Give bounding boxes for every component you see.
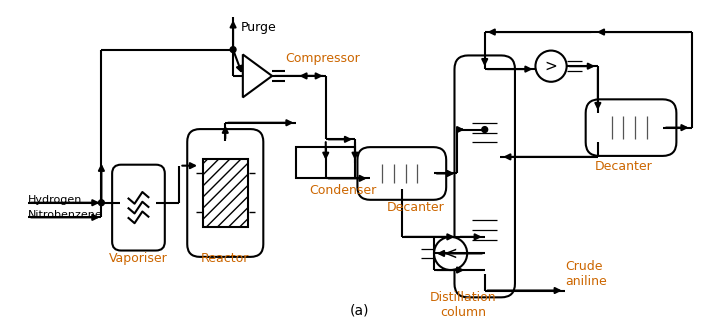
Circle shape (230, 47, 236, 53)
Text: Decanter: Decanter (595, 160, 652, 173)
Circle shape (434, 237, 467, 270)
FancyBboxPatch shape (586, 99, 677, 156)
Circle shape (99, 200, 104, 206)
Text: Crude
aniline: Crude aniline (566, 260, 608, 288)
FancyBboxPatch shape (112, 165, 165, 251)
Text: Compressor: Compressor (285, 52, 359, 65)
Text: Hydrogen: Hydrogen (28, 195, 82, 205)
Text: >: > (545, 59, 557, 74)
Polygon shape (243, 55, 272, 98)
Text: Distillation
column: Distillation column (430, 291, 496, 319)
Text: Decanter: Decanter (387, 201, 445, 214)
Text: Reactor: Reactor (201, 252, 249, 265)
FancyBboxPatch shape (187, 129, 263, 257)
FancyBboxPatch shape (454, 56, 515, 297)
Text: Condenser: Condenser (309, 184, 376, 197)
Text: Nitrobenzene: Nitrobenzene (28, 210, 103, 220)
Text: Purge: Purge (241, 21, 277, 34)
Text: Vaporiser: Vaporiser (109, 252, 168, 265)
Polygon shape (297, 147, 355, 178)
FancyBboxPatch shape (357, 147, 446, 200)
Text: (a): (a) (350, 303, 370, 317)
Circle shape (535, 51, 567, 82)
Circle shape (482, 127, 488, 133)
Polygon shape (203, 159, 248, 227)
Text: <: < (444, 244, 457, 263)
